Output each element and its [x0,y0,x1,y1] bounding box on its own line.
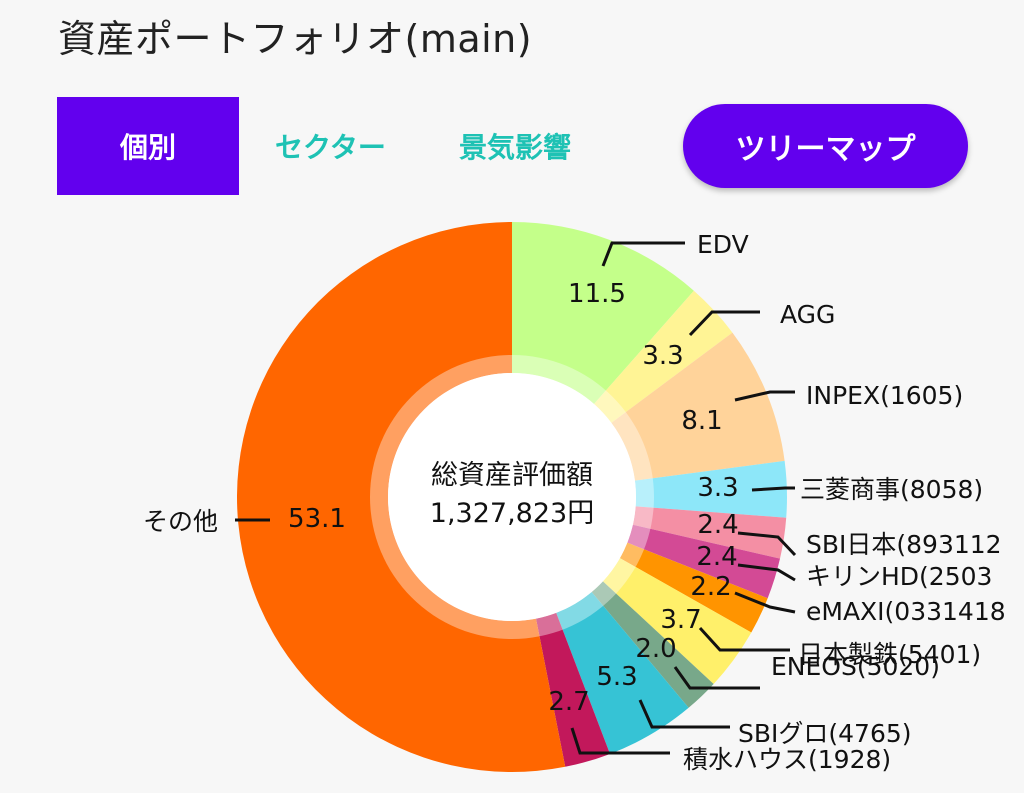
leader-line [737,563,796,582]
leader-line [570,727,670,755]
pie-slice[interactable] [632,506,787,559]
slice-name-label: AGG [780,300,835,329]
treemap-button[interactable]: ツリーマップ [683,104,968,188]
slice-value-label: 2.0 [635,634,676,664]
slice-value-label: 53.1 [288,504,346,534]
slice-value-label: 8.1 [681,406,722,436]
slice-value-label: 2.4 [697,510,738,540]
leader-line [737,531,797,557]
donut-hole [388,373,636,621]
pie-slice[interactable] [627,524,780,599]
slice-name-label: SBIグロ(4765) [738,719,912,748]
pie-slice[interactable] [611,332,785,481]
slice-value-label: 5.3 [596,662,637,692]
tab-sector[interactable]: セクター [275,131,386,164]
slice-value-label: 3.3 [642,341,683,371]
leader-line [638,699,730,729]
leader-line [601,241,685,267]
pie-slice[interactable] [594,290,733,423]
pie-slice[interactable] [536,612,611,767]
slice-name-label: キリンHD(2503 [806,562,992,591]
slice-value-label: 3.7 [660,605,701,635]
pie-slice[interactable] [556,592,689,754]
leader-line [734,591,796,614]
slice-value-label: 2.2 [690,572,731,602]
pie-slice[interactable] [619,542,768,633]
slice-name-label: eMAXI(0331418 [806,597,1006,626]
slice-value-label: 2.7 [548,687,589,717]
leader-line [734,390,795,402]
center-value: 1,327,823円 [430,498,594,529]
leader-line [751,486,795,492]
leader-line [688,310,760,337]
slice-name-label: 三菱商事(8058) [800,475,983,504]
slice-name-label: その他 [143,507,218,536]
leader-line [673,666,760,690]
slice-name-label: 積水ハウス(1928) [683,745,891,774]
slice-value-label: 11.5 [568,279,626,309]
slice-name-label: EDV [697,230,749,259]
pie-slice[interactable] [634,460,788,518]
pie-slice[interactable] [512,222,694,404]
pie-slice[interactable] [602,558,752,684]
tab-individual[interactable]: 個別 [57,97,239,195]
slice-name-label: SBI日本(893112 [806,530,1002,559]
tab-economic-impact[interactable]: 景気影響 [458,131,571,164]
page-title: 資産ポートフォリオ(main) [58,17,533,61]
pie-slice[interactable] [237,222,566,772]
slice-value-label: 2.4 [696,542,737,572]
leader-line [698,626,790,652]
slice-name-label: 日本製鉄(5401) [798,640,981,669]
slice-value-label: 3.3 [697,473,738,503]
slice-name-label: ENEOS(5020) [771,652,940,681]
center-title: 総資産評価額 [431,460,593,491]
slice-name-label: INPEX(1605) [806,381,963,410]
